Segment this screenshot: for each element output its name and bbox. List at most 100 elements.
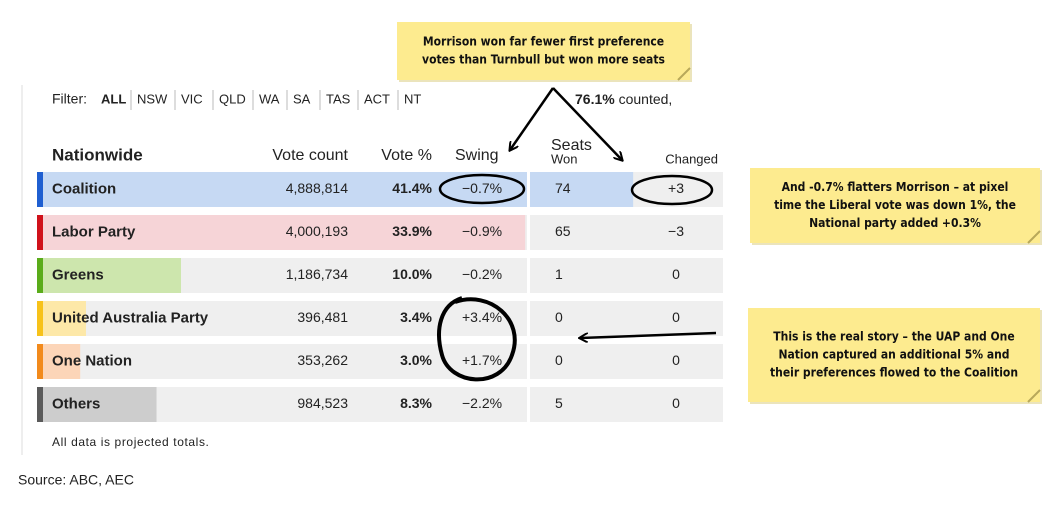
vote-bar <box>37 387 157 422</box>
note-corner <box>1027 389 1041 403</box>
seats-changed: 0 <box>672 395 680 411</box>
seats-changed: −3 <box>668 223 684 239</box>
vote-count: 4,000,193 <box>286 223 348 239</box>
footnote: All data is projected totals. <box>52 435 209 449</box>
seats-changed: 0 <box>672 266 680 282</box>
vote-pct: 10.0% <box>392 266 432 282</box>
counted-text: counted, <box>615 91 673 107</box>
column-gap <box>527 258 530 293</box>
circle <box>630 174 714 206</box>
vote-pct: 3.4% <box>400 309 432 325</box>
party-name: Others <box>52 395 100 412</box>
vote-pct: 3.0% <box>400 352 432 368</box>
swing: +1.7% <box>462 352 502 368</box>
annotations <box>437 87 717 382</box>
swing: −0.9% <box>462 223 502 239</box>
arrow <box>580 331 717 338</box>
counted-pct: 76.1% <box>575 91 615 107</box>
note-line: National party added +0.3% <box>809 216 981 230</box>
row-background <box>37 301 723 336</box>
filter-option[interactable]: NSW <box>137 91 168 106</box>
seats-changed: +3 <box>668 180 684 196</box>
arrow <box>552 87 622 160</box>
filter-option[interactable]: TAS <box>326 91 351 106</box>
note-line: votes than Turnbull but won more seats <box>422 53 665 67</box>
column-gap <box>527 172 530 207</box>
vote-bar <box>37 301 86 336</box>
vote-count: 984,523 <box>297 395 348 411</box>
note-paper <box>748 308 1040 402</box>
table-header: Nationwide Vote count Vote % Swing Seats… <box>52 137 718 166</box>
swing: +3.4% <box>462 309 502 325</box>
seats-won: 5 <box>555 395 563 411</box>
note-line: This is the real story – the UAP and One <box>773 330 1014 344</box>
filter-option[interactable]: VIC <box>181 91 203 106</box>
filter-option[interactable]: WA <box>259 91 280 106</box>
filter-option[interactable]: SA <box>293 91 311 106</box>
counted: 76.1% counted, <box>575 91 672 107</box>
sticky-note: And -0.7% flatters Morrison – at pixel ti… <box>750 168 1042 245</box>
filter-option[interactable]: ACT <box>364 91 390 106</box>
seats-won: 65 <box>555 223 571 239</box>
vote-count: 353,262 <box>297 352 348 368</box>
note-paper <box>750 168 1040 243</box>
arrow <box>510 87 555 150</box>
swing: −0.7% <box>462 180 502 196</box>
vote-count: 1,186,734 <box>286 266 348 282</box>
header-seats: Seats <box>551 137 592 154</box>
vote-count: 396,481 <box>297 309 348 325</box>
filter-option[interactable]: QLD <box>219 91 246 106</box>
row-background <box>37 344 723 379</box>
circle <box>438 173 526 205</box>
party-name: Coalition <box>52 180 116 197</box>
sticky-note: Morrison won far fewer first preference v… <box>397 22 692 82</box>
note-line: Nation captured an additional 5% and <box>778 348 1009 362</box>
swing: −0.2% <box>462 266 502 282</box>
vote-count: 4,888,814 <box>286 180 348 196</box>
vote-bar <box>37 215 526 250</box>
party-stripe <box>37 344 43 379</box>
vote-pct: 8.3% <box>400 395 432 411</box>
column-gap <box>527 301 530 336</box>
swing: −2.2% <box>462 395 502 411</box>
party-name: One Nation <box>52 352 132 369</box>
party-name: Labor Party <box>52 223 136 240</box>
sticky-note: This is the real story – the UAP and One… <box>748 308 1042 404</box>
filter-option[interactable]: ALL <box>101 91 126 106</box>
seats-won: 0 <box>555 309 563 325</box>
header-won: Won <box>551 151 578 166</box>
note-line: Morrison won far fewer first preference <box>423 35 664 49</box>
note-paper <box>397 22 690 80</box>
vote-pct: 33.9% <box>392 223 432 239</box>
note-line: their preferences flowed to the Coalitio… <box>770 366 1018 380</box>
vote-bar <box>37 172 634 207</box>
column-gap <box>527 215 530 250</box>
party-name: Greens <box>52 266 104 283</box>
table-body: Coalition 4,888,814 41.4% −0.7% 74 +3 Labor Pa… <box>37 172 723 422</box>
header-vote-pct: Vote % <box>381 147 432 164</box>
header-swing: Swing <box>455 147 499 164</box>
vote-pct: 41.4% <box>392 180 432 196</box>
header-changed: Changed <box>665 151 718 166</box>
filter-label: Filter: <box>52 91 87 107</box>
seats-changed: 0 <box>672 352 680 368</box>
note-line: time the Liberal vote was down 1%, the <box>774 198 1016 212</box>
note-corner <box>1027 230 1041 244</box>
party-stripe <box>37 301 43 336</box>
header-region: Nationwide <box>52 145 143 164</box>
seats-changed: 0 <box>672 309 680 325</box>
note-line: And -0.7% flatters Morrison – at pixel <box>782 180 1009 194</box>
column-gap <box>527 344 530 379</box>
notes: Morrison won far fewer first preference v… <box>397 22 1042 404</box>
filter-option[interactable]: NT <box>404 91 421 106</box>
vote-bar <box>37 344 81 379</box>
vote-bar <box>37 258 181 293</box>
party-stripe <box>37 387 43 422</box>
seats-won: 0 <box>555 352 563 368</box>
filter-bar: Filter: ALL NSW VIC QLD WA SA TAS ACT NT <box>52 90 421 110</box>
party-stripe <box>37 258 43 293</box>
column-gap <box>527 387 530 422</box>
loop <box>437 296 517 382</box>
party-stripe <box>37 172 43 207</box>
